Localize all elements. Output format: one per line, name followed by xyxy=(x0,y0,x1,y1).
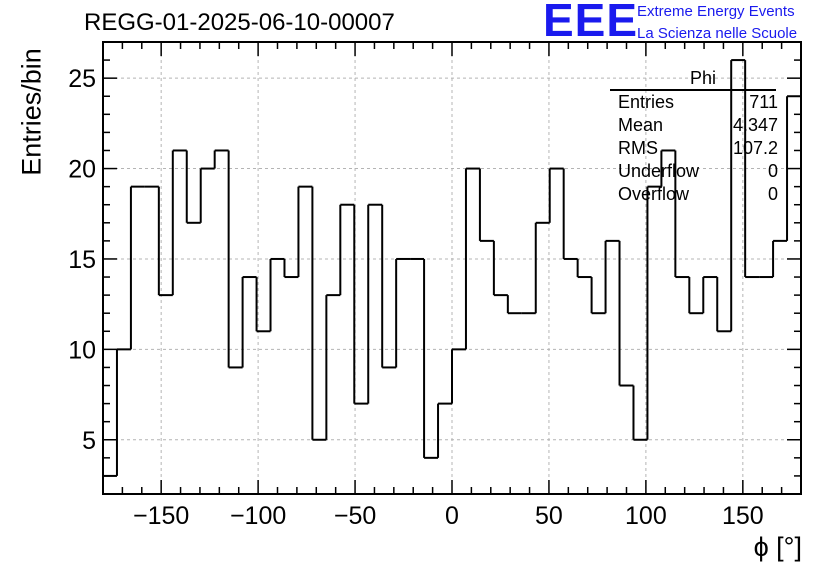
stats-box-title: Phi xyxy=(689,68,716,88)
logo-line-2: La Scienza nelle Scuole xyxy=(637,25,798,42)
x-tick-label: 50 xyxy=(535,502,563,530)
stats-label: RMS xyxy=(618,138,658,158)
stats-value: 0 xyxy=(767,161,778,181)
stats-label: Overflow xyxy=(618,184,690,204)
stats-label: Mean xyxy=(618,115,664,135)
y-tick-label: 15 xyxy=(68,246,96,274)
stats-row-underflow: Underflow 0 xyxy=(618,161,778,183)
x-tick-label: −100 xyxy=(230,502,286,530)
stats-row-entries: Entries 711 xyxy=(618,92,778,114)
y-tick-label: 5 xyxy=(82,427,96,455)
x-axis-label: ϕ [°] xyxy=(753,532,802,562)
y-tick-label: 10 xyxy=(68,336,96,364)
stats-value: 711 xyxy=(749,92,778,112)
x-tick-label: 0 xyxy=(445,502,459,530)
y-tick-label: 20 xyxy=(68,156,96,184)
stats-row-rms: RMS 107.2 xyxy=(618,138,778,160)
stats-value: 0 xyxy=(767,184,778,204)
tick-labels: −150 −100 −50 0 50 100 150 5 10 15 20 25 xyxy=(68,65,764,530)
stats-label: Underflow xyxy=(618,161,700,181)
y-tick-label: 25 xyxy=(68,65,96,93)
stats-row-mean: Mean 4.347 xyxy=(618,115,778,137)
histogram-bars xyxy=(102,59,802,494)
x-tick-label: 100 xyxy=(625,502,667,530)
stats-box: Phi Entries 711 Mean 4.347 RMS 107.2 Und… xyxy=(610,68,778,208)
x-tick-label: −150 xyxy=(133,502,189,530)
stats-value: 107.2 xyxy=(732,138,778,158)
plot-frame xyxy=(102,41,802,495)
stats-label: Entries xyxy=(618,92,675,112)
chart-title: REGG-01-2025-06-10-00007 xyxy=(84,9,395,36)
x-tick-label: 150 xyxy=(722,502,764,530)
logo-line-1: Extreme Energy Events xyxy=(637,3,795,20)
x-tick-label: −50 xyxy=(334,502,376,530)
stats-box-divider xyxy=(610,89,776,91)
y-axis-label: Entries/bin xyxy=(16,48,47,176)
eee-logo: EEE xyxy=(543,0,639,46)
stats-value: 4.347 xyxy=(732,115,778,135)
stats-row-overflow: Overflow 0 xyxy=(618,184,778,206)
